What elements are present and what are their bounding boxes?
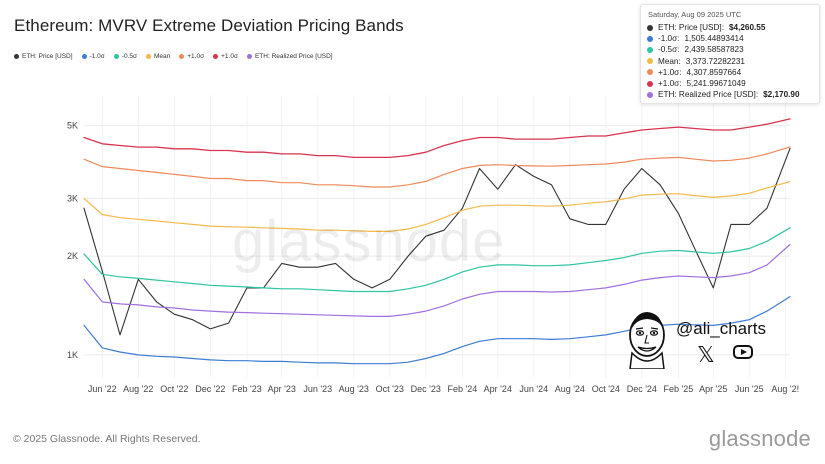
legend-dot	[213, 54, 219, 59]
tooltip-row: +1.0σ: 4,307.8597664	[641, 67, 819, 78]
x-tick-label: Feb '25	[664, 384, 694, 394]
tooltip-row: ETH: Realized Price [USD]: $2,170.90	[641, 89, 819, 100]
x-tick-label: Feb '24	[448, 384, 478, 394]
tooltip-rows: ETH: Price [USD]: $4,260.55 -1.0σ: 1,505.44…	[641, 22, 819, 100]
legend-item-price[interactable]: ETH: Price [USD]	[14, 53, 73, 60]
tooltip-dot	[647, 35, 653, 42]
legend-label: +1.0σ	[187, 53, 205, 60]
tooltip-label: +1.0σ:	[658, 79, 682, 89]
legend-item-plus-sigma-a[interactable]: +1.0σ	[179, 53, 204, 60]
series-line	[83, 146, 791, 188]
x-tick-label: Jun '22	[88, 384, 117, 394]
legend-dot	[81, 54, 87, 59]
tooltip-value: $2,170.90	[763, 90, 800, 100]
legend-dot	[246, 54, 252, 59]
legend-item-realized-price[interactable]: ETH: Realized Price [USD]	[246, 53, 333, 60]
x-tick-label: Oct '22	[160, 384, 188, 394]
series-line	[83, 227, 791, 293]
x-tick-label: Dec '23	[411, 384, 441, 394]
avatar-illustration	[629, 312, 665, 369]
tooltip-date: Saturday, Aug 09 2025 UTC	[648, 10, 742, 19]
y-tick-label: 5K	[67, 121, 78, 131]
x-tick-label: Aug '24	[555, 384, 585, 394]
legend-label: ETH: Price [USD]	[22, 53, 73, 60]
y-tick-label: 1K	[67, 350, 78, 360]
copyright-text: © 2025 Glassnode. All Rights Reserved.	[13, 433, 201, 445]
series-line	[83, 147, 791, 336]
legend-item-minus-half-sigma[interactable]: -0.5σ	[113, 53, 137, 60]
tooltip-value: 3,373.72282231	[685, 56, 745, 66]
x-tick-label: Aug '23	[339, 384, 369, 394]
x-tick-label: Aug '2!	[771, 384, 799, 394]
tooltip-row: ETH: Price [USD]: $4,260.55	[641, 22, 819, 33]
x-tick-label: Jun '23	[303, 384, 332, 394]
legend-label: -1.0σ	[89, 53, 105, 60]
youtube-icon	[733, 345, 753, 359]
x-tick-label: Dec '22	[195, 384, 225, 394]
legend-dot	[179, 54, 185, 59]
x-tick-label: Dec '24	[627, 384, 657, 394]
x-tick-label: Jun '24	[519, 384, 548, 394]
tooltip-dot	[647, 91, 653, 98]
tooltip-row: +1.0σ: 5,241.99671049	[641, 78, 819, 89]
series-line	[83, 243, 791, 317]
legend-dot	[14, 54, 19, 59]
x-tick-label: Apr '23	[268, 384, 296, 394]
legend-label: Mean	[154, 53, 171, 60]
tooltip-row: Mean: 3,373.72282231	[641, 56, 819, 67]
chart-title: Ethereum: MVRV Extreme Deviation Pricing…	[14, 16, 404, 35]
tooltip-value: 5,241.99671049	[686, 79, 746, 89]
tooltip-label: ETH: Price [USD]:	[658, 23, 724, 33]
x-tick-label: Feb '23	[232, 384, 262, 394]
tooltip-value: 2,439.58587823	[684, 45, 744, 55]
watermark: glassnode	[232, 209, 506, 274]
tooltip-dot	[647, 58, 653, 65]
tooltip-value: $4,260.55	[728, 23, 766, 33]
tooltip-label: -1.0σ:	[658, 34, 680, 44]
x-tick-label: Aug '22	[123, 384, 153, 394]
tooltip-dot	[647, 80, 653, 87]
legend-item-minus-1-sigma[interactable]: -1.0σ	[81, 53, 105, 60]
tooltip-label: +1.0σ:	[658, 67, 682, 77]
legend-label: +1.0σ	[221, 53, 238, 60]
chart-tooltip: Saturday, Aug 09 2025 UTC ETH: Price [US…	[640, 4, 820, 104]
series-line	[83, 181, 791, 232]
glassnode-logo: glassnode	[708, 426, 811, 451]
tooltip-dot	[647, 24, 653, 31]
legend-dot	[113, 54, 119, 59]
tooltip-row: -1.0σ: 1,505.44893414	[641, 33, 819, 44]
chart-legend: ETH: Price [USD] -1.0σ -0.5σ Mean +1.0σ …	[14, 53, 333, 60]
y-tick-label: 2K	[67, 251, 78, 261]
x-logo-icon: 𝕏	[697, 342, 715, 367]
x-tick-label: Oct '24	[592, 384, 620, 394]
series-line	[83, 118, 791, 159]
x-tick-label: Oct '23	[376, 384, 404, 394]
tooltip-label: -0.5σ:	[658, 45, 680, 55]
tooltip-dot	[647, 69, 653, 76]
series-line	[83, 296, 791, 365]
legend-item-mean[interactable]: Mean	[146, 53, 170, 60]
legend-dot	[146, 54, 151, 59]
x-tick-label: Apr '24	[484, 384, 512, 394]
tooltip-row: -0.5σ: 2,439.58587823	[641, 44, 819, 55]
social-handle: @ali_charts	[676, 319, 767, 338]
legend-label: ETH: Realized Price [USD]	[254, 53, 333, 60]
tooltip-value: 1,505.44893414	[684, 34, 744, 44]
tooltip-label: Mean:	[658, 56, 681, 66]
x-tick-label: Apr '25	[699, 384, 727, 394]
x-tick-label: Jun '25	[735, 384, 764, 394]
legend-label: -0.5σ	[121, 53, 137, 60]
legend-item-plus-sigma-b[interactable]: +1.0σ	[213, 53, 238, 60]
y-tick-label: 3K	[67, 193, 78, 203]
tooltip-dot	[647, 46, 653, 53]
tooltip-label: ETH: Realized Price [USD]:	[658, 90, 759, 100]
tooltip-value: 4,307.8597664	[686, 67, 742, 77]
